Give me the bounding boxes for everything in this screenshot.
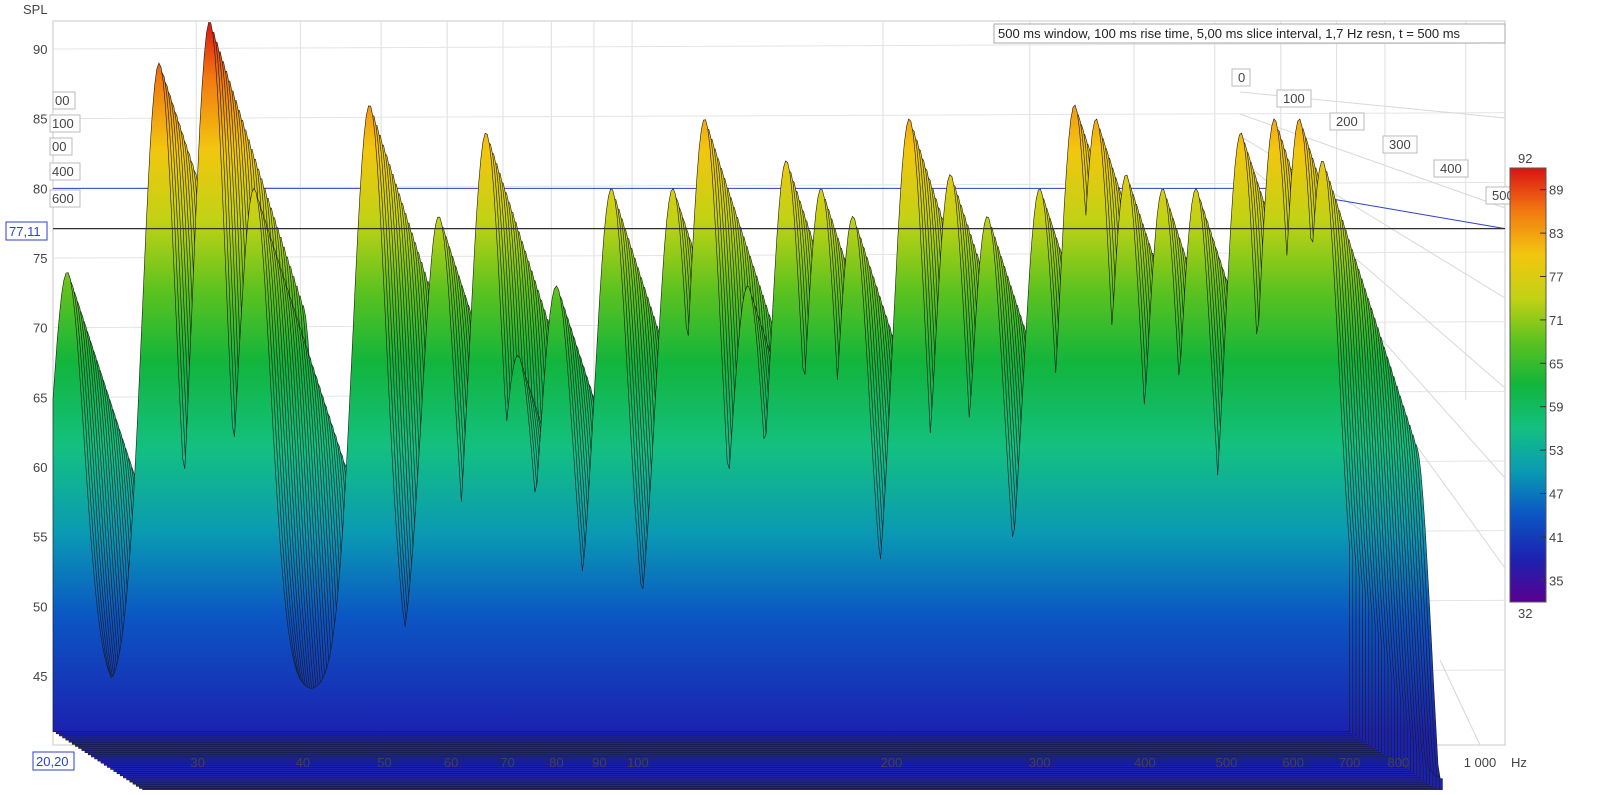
y-axis-label: SPL (23, 2, 48, 17)
y-tick-label: 70 (33, 321, 47, 336)
y-tick-label: 90 (33, 42, 47, 57)
y-tick-label: 45 (33, 669, 47, 684)
y-tick-label: 60 (33, 460, 47, 475)
x-axis-unit: Hz (1511, 755, 1527, 770)
time-tick-label: 400 (1440, 161, 1462, 176)
y-tick-label: 65 (33, 390, 47, 405)
time-grid-line (1239, 113, 1506, 209)
cursor-x-readout-box (32, 751, 75, 771)
x-tick-label: 70 (500, 755, 514, 770)
colorbar-tick-label: 53 (1549, 443, 1563, 458)
waterfall-slice (52, 22, 1350, 732)
cursor-y-readout-box (5, 221, 48, 241)
x-tick-label: 40 (296, 755, 310, 770)
colorbar-gradient (1509, 167, 1547, 603)
y-ticks: 45 50 55 60 65 70 75 80 85 90 (33, 42, 47, 684)
colorbar-tick-label: 47 (1549, 487, 1563, 502)
waterfall-surface (52, 22, 1443, 793)
time-tick-box (49, 189, 81, 208)
time-tick-box (1329, 112, 1365, 131)
back-grid-line (52, 42, 1506, 50)
x-tick-label: 50 (377, 755, 391, 770)
colorbar-tick-label: 77 (1549, 270, 1563, 285)
time-tick-box (49, 114, 81, 133)
time-tick-label: 0 (1238, 70, 1245, 85)
x-tick-label: 700 (1339, 755, 1361, 770)
time-tick-label: 300 (1389, 137, 1411, 152)
x-tick-label: 300 (1029, 755, 1051, 770)
colorbar-max-label: 92 (1518, 151, 1532, 166)
time-tick-box (49, 162, 81, 181)
x-tick-label: 30 (190, 755, 204, 770)
colorbar-tick-label: 59 (1549, 400, 1563, 415)
y-tick-label: 55 (33, 530, 47, 545)
time-tick-label: 00 (55, 93, 69, 108)
time-tick-label: 200 (1336, 114, 1358, 129)
y-tick-label: 80 (33, 181, 47, 196)
info-box-frame (993, 23, 1506, 44)
time-tick-label: 100 (52, 116, 74, 131)
cursor-y-readout[interactable]: 77,11 (5, 221, 48, 241)
x-tick-label: 500 (1216, 755, 1238, 770)
time-tick-label: 400 (52, 164, 74, 179)
time-tick-label: 600 (52, 191, 74, 206)
time-axis-labels-left: 00 100 00 400 600 (49, 91, 81, 208)
cursor-y-value: 77,11 (9, 224, 41, 239)
time-tick-label: 100 (1283, 91, 1305, 106)
x-tick-label: 100 (627, 755, 649, 770)
time-tick-box (1276, 89, 1312, 108)
colorbar-min-label: 32 (1518, 606, 1532, 621)
colorbar-ticks: 89 83 77 71 65 59 53 47 41 35 (1540, 183, 1563, 588)
colorbar-tick-label: 41 (1549, 530, 1563, 545)
time-tick-box (1231, 68, 1251, 87)
cursor-x-value: 20,20 (36, 754, 69, 769)
cursor-x-readout[interactable]: 20,20 (32, 751, 75, 771)
x-tick-label: 90 (592, 755, 606, 770)
time-tick-label: 00 (52, 139, 66, 154)
colorbar-tick-label: 65 (1549, 356, 1563, 371)
colorbar-tick-label: 83 (1549, 226, 1563, 241)
x-ticks: 30 40 50 60 70 80 90 100 200 300 400 500 600 700 800 1 … (190, 755, 1496, 770)
info-box: 500 ms window, 100 ms rise time, 5,00 ms… (993, 23, 1506, 44)
colorbar-tick-label: 35 (1549, 573, 1563, 588)
time-axis-labels-right: 0 100 200 300 400 500 (1231, 68, 1521, 205)
time-tick-box (1382, 135, 1418, 154)
chart-title: 500 ms window, 100 ms rise time, 5,00 ms… (998, 26, 1461, 41)
time-tick-box (52, 91, 76, 110)
time-tick-box (49, 137, 73, 156)
y-tick-label: 85 (33, 112, 47, 127)
time-tick-box (1433, 159, 1469, 178)
x-tick-label: 800 (1388, 755, 1410, 770)
back-grid-line (52, 181, 1506, 189)
x-tick-label: 200 (881, 755, 903, 770)
x-tick-label: 600 (1282, 755, 1304, 770)
y-tick-label: 50 (33, 599, 47, 614)
floor-grid-line (1439, 659, 1481, 746)
y-tick-label: 75 (33, 251, 47, 266)
x-tick-label: 400 (1134, 755, 1156, 770)
x-tick-label: 80 (549, 755, 563, 770)
back-grid-line (52, 112, 1506, 120)
colorbar-tick-label: 71 (1549, 313, 1563, 328)
colorbar: 92 32 89 83 77 71 65 59 53 47 41 35 (1509, 151, 1563, 621)
x-tick-label: 60 (444, 755, 458, 770)
colorbar-tick-label: 89 (1549, 183, 1563, 198)
time-tick-label: 500 (1492, 188, 1514, 203)
x-tick-label: 1 000 (1464, 755, 1497, 770)
